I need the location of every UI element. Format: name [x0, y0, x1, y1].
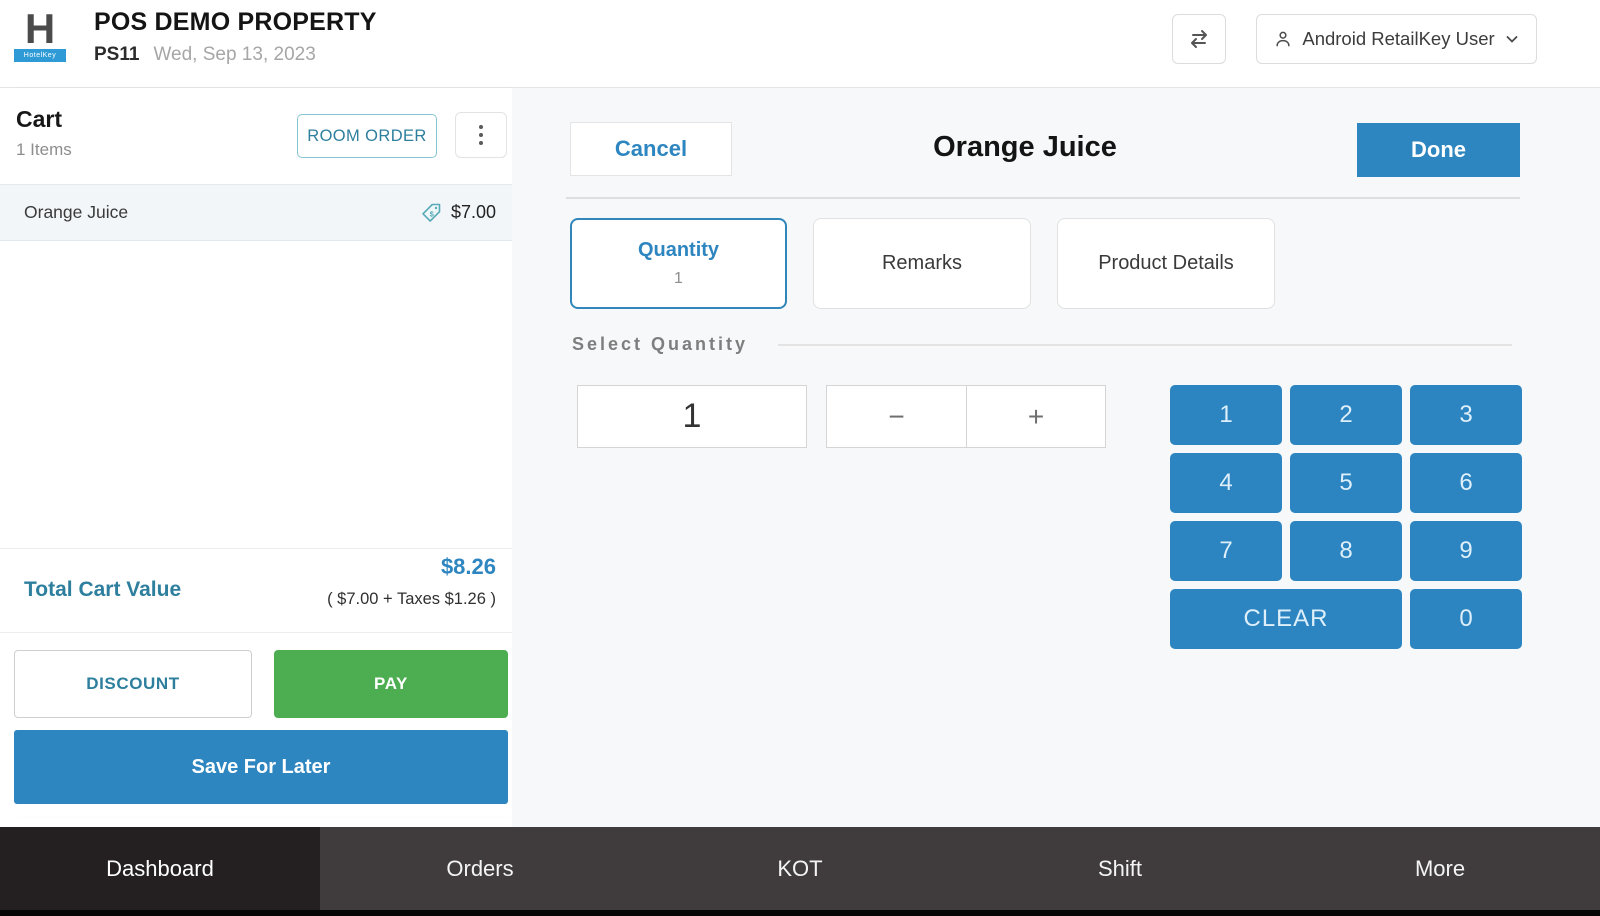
divider [566, 197, 1520, 199]
cart-items-count: 1 Items [16, 140, 72, 159]
swap-arrows-icon [1186, 26, 1212, 52]
system-bar [0, 910, 1600, 916]
total-cart-value-label: Total Cart Value [24, 578, 182, 601]
keypad-7[interactable]: 7 [1170, 521, 1282, 581]
pay-button[interactable]: PAY [274, 650, 508, 718]
keypad-3[interactable]: 3 [1410, 385, 1522, 445]
tab-product-details-label: Product Details [1098, 252, 1234, 274]
keypad-0[interactable]: 0 [1410, 589, 1522, 649]
keypad-2[interactable]: 2 [1290, 385, 1402, 445]
property-name: POS DEMO PROPERTY [94, 8, 377, 36]
keypad-9[interactable]: 9 [1410, 521, 1522, 581]
quantity-input[interactable]: 1 [577, 385, 807, 448]
tab-remarks[interactable]: Remarks [813, 218, 1031, 309]
select-quantity-section: Select Quantity [572, 334, 1512, 355]
user-icon [1273, 29, 1293, 49]
total-cart-value: $8.26 [440, 554, 496, 579]
tab-quantity[interactable]: Quantity 1 [570, 218, 787, 309]
current-date: Wed, Sep 13, 2023 [153, 44, 316, 65]
select-quantity-label: Select Quantity [572, 334, 749, 354]
numeric-keypad: 1 2 3 4 5 6 7 8 9 CLEAR 0 [1170, 385, 1522, 649]
app-header: H HotelKey POS DEMO PROPERTY PS11 Wed, S… [0, 0, 1600, 88]
chevron-down-icon [1504, 31, 1520, 47]
svg-text:$: $ [430, 209, 435, 218]
user-name: Android RetailKey User [1302, 28, 1495, 49]
logo-brand: HotelKey [14, 49, 66, 62]
keypad-4[interactable]: 4 [1170, 453, 1282, 513]
nav-shift[interactable]: Shift [1097, 855, 1143, 881]
tab-product-details[interactable]: Product Details [1057, 218, 1275, 309]
cart-item-row[interactable]: Orange Juice $ $7.00 [0, 184, 512, 241]
cart-options-button[interactable] [455, 112, 507, 158]
keypad-6[interactable]: 6 [1410, 453, 1522, 513]
quantity-stepper: − + [826, 385, 1106, 448]
nav-kot[interactable]: KOT [777, 855, 823, 881]
price-tag-icon: $ [419, 201, 443, 225]
keypad-1[interactable]: 1 [1170, 385, 1282, 445]
hotelkey-logo: H HotelKey [14, 5, 66, 63]
terminal-id: PS11 [94, 44, 140, 65]
user-menu-dropdown[interactable]: Android RetailKey User [1256, 14, 1537, 64]
nav-orders[interactable]: Orders [446, 855, 514, 881]
divider [0, 548, 512, 549]
save-for-later-button[interactable]: Save For Later [14, 730, 508, 804]
cart-item-name: Orange Juice [24, 202, 129, 222]
keypad-5[interactable]: 5 [1290, 453, 1402, 513]
cart-title: Cart [16, 106, 63, 132]
tab-quantity-value: 1 [674, 270, 683, 287]
section-rule [778, 343, 1512, 346]
kebab-menu-icon [479, 125, 483, 129]
done-button[interactable]: Done [1357, 123, 1520, 177]
tab-remarks-label: Remarks [881, 252, 962, 274]
bottom-navigation: Dashboard Orders KOT Shift More [0, 827, 1600, 910]
divider [0, 632, 512, 633]
item-editor-title: Orange Juice [933, 131, 1117, 163]
room-order-button[interactable]: ROOM ORDER [297, 114, 437, 158]
cart-panel: Cart 1 Items ROOM ORDER Orange Juice $ $… [0, 88, 512, 816]
nav-dashboard[interactable]: Dashboard [0, 827, 320, 910]
logo-letter: H [24, 5, 56, 52]
switch-mode-button[interactable] [1172, 14, 1226, 64]
nav-more[interactable]: More [1414, 855, 1466, 881]
total-breakdown: ( $7.00 + Taxes $1.26 ) [327, 590, 496, 608]
tab-quantity-label: Quantity [637, 239, 720, 261]
cart-item-price: $7.00 [450, 202, 496, 222]
keypad-clear[interactable]: CLEAR [1170, 589, 1402, 649]
increment-button[interactable]: + [966, 385, 1106, 448]
decrement-button[interactable]: − [826, 385, 966, 448]
discount-button[interactable]: DISCOUNT [14, 650, 252, 718]
keypad-8[interactable]: 8 [1290, 521, 1402, 581]
cancel-button[interactable]: Cancel [570, 122, 732, 176]
property-header: POS DEMO PROPERTY PS11 Wed, Sep 13, 2023 [94, 8, 377, 66]
